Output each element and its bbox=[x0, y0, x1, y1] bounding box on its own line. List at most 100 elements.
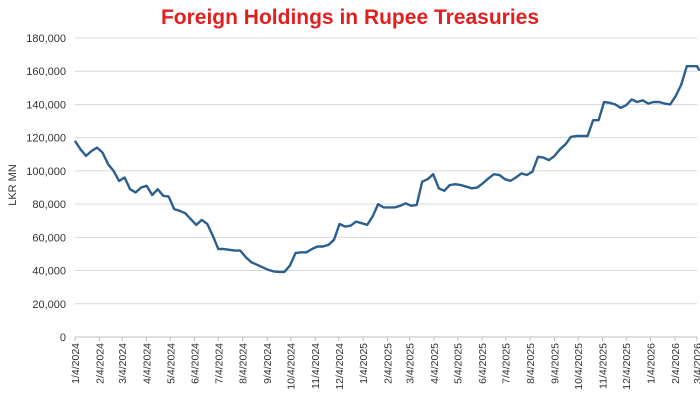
data-point bbox=[366, 224, 368, 226]
data-point bbox=[427, 178, 429, 180]
data-point bbox=[350, 225, 352, 227]
data-point bbox=[245, 256, 247, 258]
data-point bbox=[190, 218, 192, 220]
data-point bbox=[603, 101, 605, 103]
x-tick-label: 1/4/2025 bbox=[358, 343, 370, 384]
data-point bbox=[157, 188, 159, 190]
data-point bbox=[465, 186, 467, 188]
data-point bbox=[140, 186, 142, 189]
data-point bbox=[234, 250, 236, 252]
y-tick-label: 180,000 bbox=[26, 33, 66, 45]
data-point bbox=[399, 205, 401, 207]
data-point bbox=[531, 171, 534, 173]
gridlines bbox=[75, 37, 697, 305]
data-point bbox=[493, 173, 495, 175]
data-point bbox=[482, 182, 484, 184]
data-point bbox=[587, 135, 589, 137]
data-point bbox=[250, 261, 252, 263]
data-point bbox=[653, 101, 655, 103]
data-point bbox=[487, 177, 489, 179]
data-point bbox=[686, 65, 688, 67]
data-point bbox=[383, 206, 385, 208]
data-point bbox=[300, 251, 302, 253]
x-tick-label: 9/4/2024 bbox=[262, 343, 274, 384]
data-point bbox=[614, 103, 616, 105]
data-point bbox=[620, 107, 622, 109]
data-point bbox=[664, 103, 666, 105]
data-point bbox=[564, 143, 567, 145]
data-point bbox=[680, 83, 682, 86]
data-point bbox=[256, 264, 258, 266]
data-point bbox=[509, 180, 511, 182]
data-point bbox=[636, 101, 638, 103]
data-point bbox=[575, 135, 578, 137]
x-tick-label: 1/4/2026 bbox=[646, 343, 658, 384]
data-point bbox=[553, 155, 556, 157]
data-point bbox=[696, 65, 698, 67]
data-point bbox=[592, 119, 594, 121]
data-point bbox=[438, 187, 440, 189]
data-point bbox=[107, 163, 109, 165]
data-point bbox=[642, 99, 644, 101]
data-point bbox=[631, 98, 633, 101]
data-point bbox=[322, 245, 324, 248]
x-tick-label: 8/4/2025 bbox=[525, 343, 537, 384]
data-point bbox=[476, 186, 478, 189]
data-point bbox=[609, 102, 611, 104]
y-tick-label: 0 bbox=[60, 332, 66, 344]
x-tick-label: 12/4/2025 bbox=[621, 343, 633, 390]
x-tick-label: 1/4/2024 bbox=[70, 343, 82, 384]
data-point bbox=[333, 239, 335, 241]
chart-title: Foreign Holdings in Rupee Treasuries bbox=[160, 6, 540, 29]
data-point bbox=[421, 181, 423, 183]
data-point bbox=[581, 135, 583, 137]
data-point bbox=[184, 212, 186, 214]
x-tick-label: 7/4/2025 bbox=[501, 343, 513, 384]
data-point bbox=[239, 250, 241, 252]
y-tick-label: 120,000 bbox=[26, 133, 66, 145]
y-axis-title: LKR MN bbox=[7, 164, 19, 206]
y-axis: 0 20,000 40,000 60,000 80,000 100,000 120,000 1… bbox=[26, 33, 66, 344]
data-point bbox=[515, 176, 517, 179]
x-tick-label: 6/4/2025 bbox=[477, 343, 489, 384]
data-point bbox=[537, 156, 539, 158]
data-point bbox=[118, 180, 120, 182]
data-point bbox=[669, 103, 671, 105]
x-tick-label: 3/4/2024 bbox=[117, 343, 129, 384]
data-point bbox=[647, 103, 649, 105]
data-point bbox=[206, 223, 208, 225]
x-axis: 1/4/2024 2/4/2024 3/4/2024 4/4/2024 5/4/2024… bbox=[70, 337, 700, 390]
data-point bbox=[377, 203, 379, 205]
data-point bbox=[228, 249, 230, 251]
data-point bbox=[267, 269, 269, 271]
data-point bbox=[212, 235, 214, 237]
data-point bbox=[74, 140, 76, 142]
data-point bbox=[570, 136, 572, 138]
y-tick-label: 160,000 bbox=[26, 66, 66, 78]
data-point bbox=[79, 148, 82, 150]
data-point bbox=[471, 187, 473, 189]
data-point bbox=[388, 206, 390, 208]
x-tick-label: 8/4/2024 bbox=[238, 343, 250, 384]
data-point bbox=[416, 204, 418, 206]
series-layer bbox=[73, 64, 700, 274]
data-point bbox=[498, 174, 500, 176]
x-tick-label: 9/4/2025 bbox=[549, 343, 561, 384]
data-point bbox=[102, 152, 104, 154]
x-tick-label: 11/4/2024 bbox=[310, 343, 322, 389]
data-point bbox=[559, 148, 561, 150]
data-point bbox=[223, 248, 225, 250]
x-tick-label: 3/4/2026 bbox=[692, 343, 700, 384]
data-point bbox=[272, 270, 274, 272]
data-point bbox=[173, 208, 175, 210]
data-point bbox=[625, 104, 627, 106]
data-point bbox=[355, 221, 357, 223]
y-tick-label: 40,000 bbox=[32, 266, 66, 278]
data-point bbox=[410, 205, 412, 207]
data-point bbox=[168, 196, 170, 198]
data-point bbox=[658, 101, 660, 103]
data-point bbox=[151, 194, 153, 196]
data-point bbox=[449, 184, 451, 186]
data-point bbox=[146, 185, 148, 187]
